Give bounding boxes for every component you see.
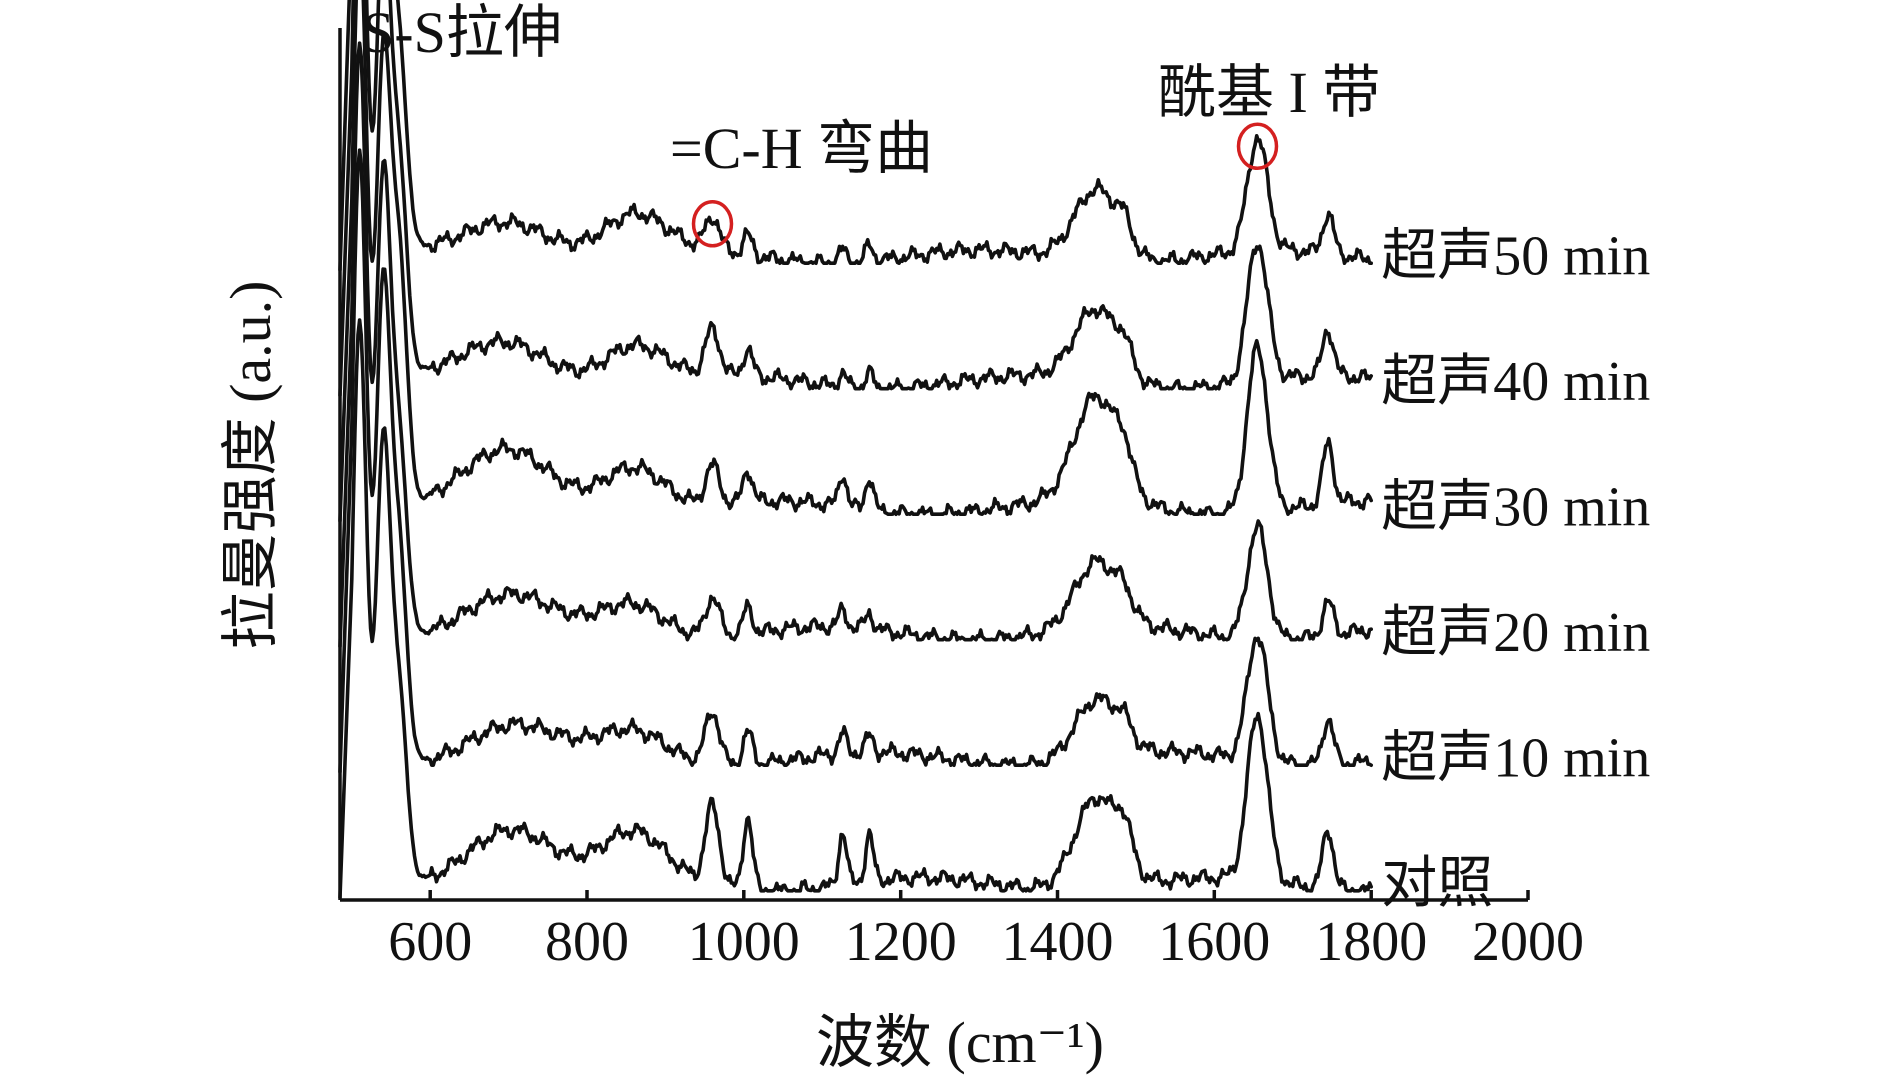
x-tick-label: 1200	[845, 911, 957, 973]
x-tick-label: 1400	[1002, 911, 1114, 973]
series-label: 对照	[1381, 853, 1493, 915]
series-trace	[338, 0, 1373, 523]
y-axis-title: 拉曼强度 (a.u.)	[218, 281, 283, 650]
x-tick-label: 1000	[688, 911, 800, 973]
peak-marker-circle	[1236, 122, 1279, 171]
peak-marker-circle	[691, 200, 734, 248]
series-trace	[338, 41, 1373, 649]
annotation-amide-i: 酰基 I 带	[1158, 60, 1380, 125]
series-label: 超声50 min	[1381, 226, 1650, 288]
series-trace	[338, 0, 1373, 398]
annotation-ss-stretch: S-S拉伸	[362, 0, 562, 65]
series-label: 超声40 min	[1381, 351, 1650, 413]
spectra-traces	[338, 0, 1373, 900]
series-labels: 对照 超声10 min 超声20 min 超声30 min 超声40 min 超声50 m…	[1381, 226, 1650, 915]
x-tick-label: 800	[545, 911, 629, 973]
x-axis-title: 波数 (cm⁻¹)	[816, 1010, 1104, 1075]
series-label: 超声30 min	[1381, 477, 1650, 539]
series-trace	[338, 0, 1373, 272]
x-tick-label: 1800	[1315, 911, 1427, 973]
peak-annotations: S-S拉伸 =C-H 弯曲 酰基 I 带	[362, 0, 1380, 248]
x-ticks: 600 800 1000 1200 1400 1600 1800 2000	[388, 890, 1584, 973]
series-trace	[338, 318, 1373, 900]
series-label: 超声20 min	[1381, 602, 1650, 664]
x-tick-label: 600	[388, 911, 472, 973]
axes	[338, 28, 1528, 902]
x-tick-label: 2000	[1472, 911, 1584, 973]
annotation-ch-bend: =C-H 弯曲	[670, 116, 933, 181]
series-trace	[338, 148, 1373, 774]
series-label: 超声10 min	[1381, 728, 1650, 790]
x-tick-label: 1600	[1158, 911, 1270, 973]
